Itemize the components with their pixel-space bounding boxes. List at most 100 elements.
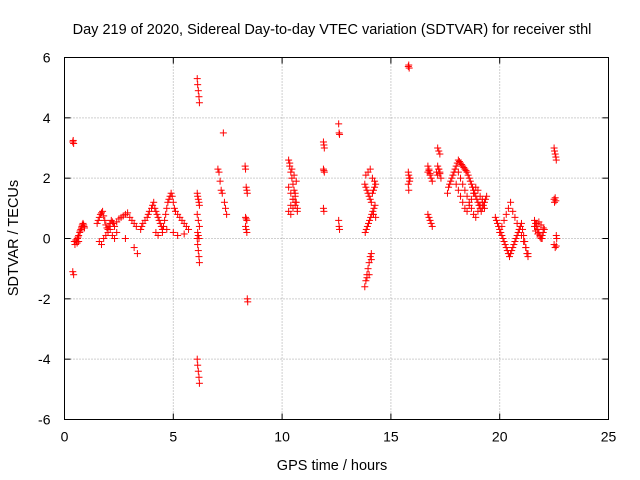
x-tick-label: 0 xyxy=(61,429,69,445)
data-point xyxy=(194,231,202,239)
data-point xyxy=(462,167,470,175)
data-point xyxy=(106,225,114,233)
data-point xyxy=(371,201,379,209)
data-point xyxy=(195,379,203,387)
data-point xyxy=(194,367,202,375)
data-point xyxy=(70,139,78,147)
data-point xyxy=(513,219,521,227)
data-point xyxy=(170,204,178,212)
data-point xyxy=(505,253,513,261)
data-point xyxy=(195,201,203,209)
data-point xyxy=(466,177,474,185)
data-point xyxy=(153,210,161,218)
data-point xyxy=(494,219,502,227)
data-point xyxy=(362,225,370,233)
data-point xyxy=(454,168,462,176)
data-point xyxy=(539,224,547,232)
data-point xyxy=(364,189,372,197)
data-point xyxy=(424,162,432,170)
data-point xyxy=(424,210,432,218)
data-point xyxy=(158,228,166,236)
data-point xyxy=(362,277,370,285)
data-point xyxy=(459,180,467,188)
data-point xyxy=(215,168,223,176)
data-point xyxy=(508,247,516,255)
data-point xyxy=(425,167,433,175)
data-point xyxy=(242,213,250,221)
data-point xyxy=(218,189,226,197)
data-point xyxy=(552,242,560,250)
y-tick-label: 2 xyxy=(43,170,51,186)
x-axis-label: GPS time / hours xyxy=(277,458,387,474)
x-tick-label: 25 xyxy=(601,429,617,445)
data-point xyxy=(102,221,110,229)
data-point xyxy=(285,183,293,191)
data-point xyxy=(194,241,202,249)
data-point xyxy=(478,195,486,203)
data-point xyxy=(292,177,300,185)
data-point xyxy=(404,180,412,188)
data-point xyxy=(242,165,250,173)
data-point xyxy=(222,204,230,212)
data-point xyxy=(167,189,175,197)
data-point xyxy=(459,198,467,206)
data-points xyxy=(69,61,561,387)
data-point xyxy=(445,183,453,191)
data-point xyxy=(449,171,457,179)
y-tick-label: -2 xyxy=(38,291,51,307)
data-point xyxy=(144,210,152,218)
data-point xyxy=(194,195,202,203)
data-point xyxy=(428,177,436,185)
data-point xyxy=(428,222,436,230)
data-point xyxy=(195,93,203,101)
data-point xyxy=(452,180,460,188)
data-point xyxy=(150,198,158,206)
data-point xyxy=(336,225,344,233)
data-point xyxy=(500,238,508,246)
x-tick-label: 15 xyxy=(383,429,399,445)
data-point xyxy=(367,198,375,206)
data-point xyxy=(242,215,250,223)
data-point xyxy=(289,204,297,212)
data-point xyxy=(70,271,78,279)
data-point xyxy=(195,222,203,230)
data-point xyxy=(362,183,370,191)
data-point xyxy=(540,225,548,233)
data-point xyxy=(372,180,380,188)
data-point xyxy=(242,225,250,233)
data-point xyxy=(143,213,151,221)
data-point xyxy=(160,222,168,230)
data-point xyxy=(501,241,509,249)
data-point xyxy=(454,186,462,194)
data-point xyxy=(443,189,451,197)
data-point xyxy=(363,222,371,230)
data-point xyxy=(290,186,298,194)
data-point xyxy=(552,156,560,164)
data-point xyxy=(320,168,328,176)
data-point xyxy=(448,174,456,182)
data-point xyxy=(491,213,499,221)
data-point xyxy=(216,177,224,185)
data-point xyxy=(194,247,202,255)
data-point xyxy=(165,195,173,203)
data-point xyxy=(133,250,141,258)
data-point xyxy=(504,204,512,212)
data-point xyxy=(472,213,480,221)
data-point xyxy=(366,216,374,224)
data-point xyxy=(93,219,101,227)
data-point xyxy=(483,192,491,200)
data-point xyxy=(185,225,193,233)
data-point xyxy=(194,228,202,236)
data-point xyxy=(113,228,121,236)
data-point xyxy=(551,194,559,202)
data-point xyxy=(435,165,443,173)
y-tick-label: -6 xyxy=(38,412,51,428)
data-point xyxy=(507,250,515,258)
data-point xyxy=(195,253,203,261)
data-point xyxy=(517,231,525,239)
data-point xyxy=(100,212,108,220)
data-point xyxy=(194,87,202,95)
data-point xyxy=(109,219,117,227)
data-point xyxy=(434,162,442,170)
data-point xyxy=(290,171,298,179)
